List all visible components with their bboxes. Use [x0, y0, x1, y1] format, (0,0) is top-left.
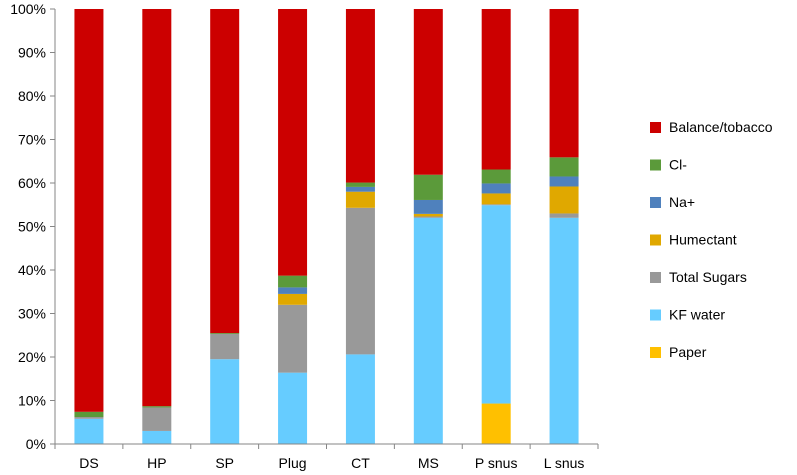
legend-item: Humectant [650, 232, 737, 248]
y-tick-label: 10% [18, 393, 46, 409]
legend-swatch [650, 272, 661, 283]
legend-swatch [650, 234, 661, 246]
bar-segment [345, 186, 375, 192]
legend-swatch [650, 309, 661, 321]
y-tick-label: 30% [18, 306, 46, 322]
legend-swatch [650, 197, 661, 208]
bar-segment [345, 354, 375, 444]
y-tick-label: 100% [10, 1, 46, 17]
legend-item: Cl- [650, 157, 687, 173]
bar-segment [345, 182, 375, 187]
bar-segment [413, 216, 443, 218]
y-tick-label: 80% [18, 88, 46, 104]
bar-stack [142, 9, 172, 444]
bar-segment [481, 9, 511, 170]
bar-segment [74, 411, 104, 418]
y-tick-label: 60% [18, 175, 46, 191]
legend-item: Paper [650, 344, 707, 360]
bar-stack [481, 9, 511, 444]
y-axis: 0% 10% 20% 30% 40% 50% 60% 70% 80% 90% 100% [10, 1, 56, 452]
bar-segment [549, 157, 579, 177]
bar-segment [74, 9, 104, 412]
bar-segment [481, 193, 511, 205]
legend-item: KF water [650, 307, 725, 323]
bar-stack [278, 9, 308, 444]
y-tick-label: 90% [18, 45, 46, 61]
bar-segment [278, 275, 308, 288]
legend-label: Paper [669, 344, 707, 360]
bar-segment [210, 333, 240, 334]
bar-stack [74, 9, 104, 444]
bar-segment [549, 186, 579, 214]
legend-label: Total Sugars [669, 269, 747, 285]
bar-segment [210, 359, 240, 444]
bar-stack [345, 9, 375, 444]
bar-segment [278, 293, 308, 305]
bar-segment [413, 174, 443, 200]
bar-segment [481, 403, 511, 444]
bar-segment [74, 418, 104, 444]
bar-segment [210, 333, 240, 360]
bar-segment [413, 213, 443, 217]
x-tick-label: CT [351, 455, 370, 471]
y-tick-label: 70% [18, 132, 46, 148]
bar-segment [549, 213, 579, 218]
bar-stack [210, 9, 240, 444]
legend-item: Balance/tobacco [650, 119, 773, 135]
bar-segment [549, 176, 579, 187]
y-tick-label: 50% [18, 219, 46, 235]
bar-stack [413, 9, 443, 444]
bar-segment [481, 169, 511, 184]
y-tick-label: 0% [26, 436, 46, 452]
legend-label: Humectant [669, 232, 737, 248]
legend-label: Cl- [669, 157, 687, 173]
x-tick-label: SP [215, 455, 234, 471]
bar-segment [549, 9, 579, 158]
y-tick-label: 20% [18, 349, 46, 365]
bar-segment [345, 9, 375, 183]
legend-label: Na+ [669, 194, 695, 210]
bar-stack [549, 9, 579, 444]
bar-segment [278, 304, 308, 373]
bars [74, 9, 579, 444]
legend: Balance/tobacco Cl- Na+ Humectant Total Suga… [650, 119, 773, 360]
bar-segment [278, 372, 308, 444]
x-tick-label: DS [79, 455, 98, 471]
legend-swatch [650, 159, 661, 171]
bar-segment [481, 204, 511, 206]
bar-segment [345, 207, 375, 355]
legend-label: Balance/tobacco [669, 119, 773, 135]
bar-segment [413, 199, 443, 214]
y-tick-label: 40% [18, 262, 46, 278]
bar-segment [142, 9, 172, 407]
legend-item: Total Sugars [650, 269, 747, 285]
bar-segment [413, 9, 443, 175]
legend-label: KF water [669, 307, 725, 323]
bar-segment [142, 430, 172, 444]
legend-item: Na+ [650, 194, 695, 210]
legend-swatch [650, 347, 661, 358]
x-tick-label: P snus [475, 455, 518, 471]
x-tick-label: HP [147, 455, 166, 471]
bar-segment [142, 407, 172, 431]
bar-segment [413, 217, 443, 444]
bar-segment [278, 9, 308, 276]
legend-swatch [650, 122, 661, 133]
x-tick-label: L snus [544, 455, 585, 471]
bar-segment [278, 287, 308, 294]
x-tick-label: Plug [279, 455, 307, 471]
bar-segment [210, 9, 240, 334]
bar-segment [481, 183, 511, 194]
x-axis: DS HP SP Plug CT MS P snus L snus [54, 443, 599, 471]
bar-segment [142, 406, 172, 408]
bar-segment [481, 205, 511, 404]
x-tick-label: MS [418, 455, 439, 471]
bar-segment [549, 217, 579, 444]
bar-segment [74, 417, 104, 419]
bar-segment [345, 191, 375, 208]
